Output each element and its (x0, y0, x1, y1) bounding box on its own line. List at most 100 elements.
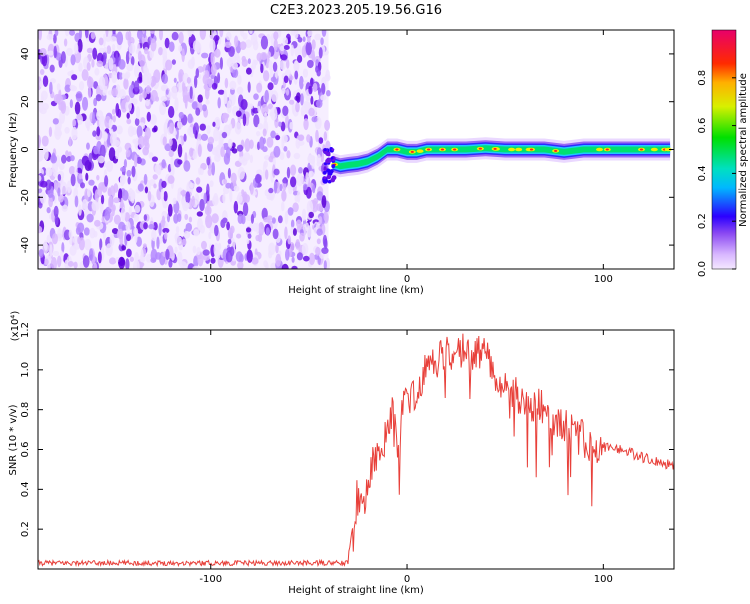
noise-speckle (129, 256, 134, 262)
noise-speckle (40, 180, 48, 188)
noise-speckle (225, 31, 232, 41)
noise-speckle (256, 169, 263, 176)
noise-speckle (202, 249, 210, 256)
snr-series-line (38, 333, 674, 568)
noise-speckle (116, 125, 123, 135)
colorbar-ticks: 0.0 0.2 0.4 0.6 0.8 (697, 29, 737, 277)
noise-speckle (68, 165, 76, 175)
noise-speckle (136, 30, 143, 40)
noise-speckle (199, 30, 207, 40)
noise-speckle (38, 30, 43, 41)
noise-speckle (109, 133, 117, 147)
noise-speckle (98, 37, 104, 46)
noise-speckle (313, 197, 319, 205)
noise-speckle (87, 87, 92, 99)
noise-speckle (155, 96, 160, 102)
noise-speckle (150, 257, 157, 263)
noise-speckle (118, 256, 126, 269)
noise-speckle (286, 150, 291, 159)
noise-speckle (186, 77, 191, 84)
noise-speckle (137, 135, 145, 149)
noise-speckle (168, 149, 174, 158)
noise-speckle (42, 242, 49, 254)
noise-speckle (256, 131, 261, 137)
noise-speckle (104, 210, 111, 221)
signal-peak (529, 148, 534, 151)
noise-speckle (113, 197, 121, 204)
noise-speckle (38, 175, 42, 182)
noise-speckle (112, 115, 116, 123)
noise-speckle (97, 155, 105, 164)
noise-speckle (282, 37, 289, 46)
noise-speckle (305, 41, 312, 56)
noise-speckle (50, 257, 58, 269)
noise-speckle (177, 143, 183, 158)
noise-speckle (171, 31, 179, 41)
noise-speckle (183, 202, 190, 209)
noise-speckle (69, 84, 76, 90)
noise-speckle (289, 75, 294, 81)
noise-speckle (210, 63, 217, 76)
noise-speckle (196, 186, 203, 193)
snr-x-tick-label: 100 (594, 574, 613, 585)
noise-speckle (247, 81, 251, 93)
noise-speckle (120, 207, 126, 221)
noise-speckle (236, 194, 243, 204)
noise-speckle (305, 222, 310, 232)
noise-speckle (38, 226, 43, 234)
noise-speckle (214, 224, 219, 237)
noise-speckle (289, 164, 297, 176)
noise-speckle (250, 213, 255, 224)
signal-peak (440, 148, 445, 151)
noise-speckle (227, 238, 232, 245)
noise-speckle (316, 99, 323, 108)
noise-speckle (126, 63, 134, 72)
signal-onset-speckle (330, 156, 334, 160)
noise-speckle (273, 168, 280, 176)
signal-hotspot (515, 147, 523, 152)
noise-speckle (177, 159, 183, 165)
noise-speckle (220, 146, 225, 158)
noise-speckle (67, 261, 74, 267)
noise-speckle (301, 208, 307, 221)
noise-speckle (242, 202, 249, 217)
noise-speckle (193, 255, 199, 268)
noise-speckle (77, 236, 81, 245)
noise-speckle (142, 243, 147, 249)
noise-speckle (111, 71, 118, 84)
noise-speckle (228, 123, 233, 131)
noise-speckle (211, 162, 216, 176)
noise-speckle (245, 67, 252, 75)
noise-speckle (289, 176, 297, 188)
noise-speckle (265, 227, 270, 236)
noise-speckle (244, 138, 251, 152)
noise-speckle (108, 57, 114, 71)
noise-speckle (185, 222, 193, 232)
noise-speckle (247, 58, 251, 65)
noise-speckle (93, 262, 98, 269)
noise-speckle (56, 83, 61, 91)
noise-speckle (210, 52, 215, 66)
noise-speckle (226, 57, 233, 68)
noise-speckle (92, 130, 97, 137)
snr-y-axis-label: SNR (10 * v/v) (8, 404, 19, 475)
noise-speckle (149, 114, 157, 126)
noise-speckle (273, 38, 278, 51)
noise-speckle (281, 134, 288, 144)
noise-speckle (182, 80, 186, 93)
noise-speckle (46, 33, 54, 41)
noise-speckle (214, 116, 221, 128)
noise-speckle (266, 215, 273, 221)
noise-speckle (77, 38, 83, 53)
signal-onset-speckle (323, 148, 327, 152)
noise-speckle (109, 233, 115, 247)
noise-speckle (247, 233, 252, 239)
noise-speckle (49, 243, 53, 258)
noise-speckle (58, 163, 65, 171)
noise-speckle (168, 259, 173, 268)
noise-speckle (66, 47, 73, 57)
noise-speckle (297, 140, 305, 146)
noise-speckle (291, 256, 295, 263)
noise-speckle (197, 94, 203, 103)
noise-speckle (302, 36, 306, 43)
